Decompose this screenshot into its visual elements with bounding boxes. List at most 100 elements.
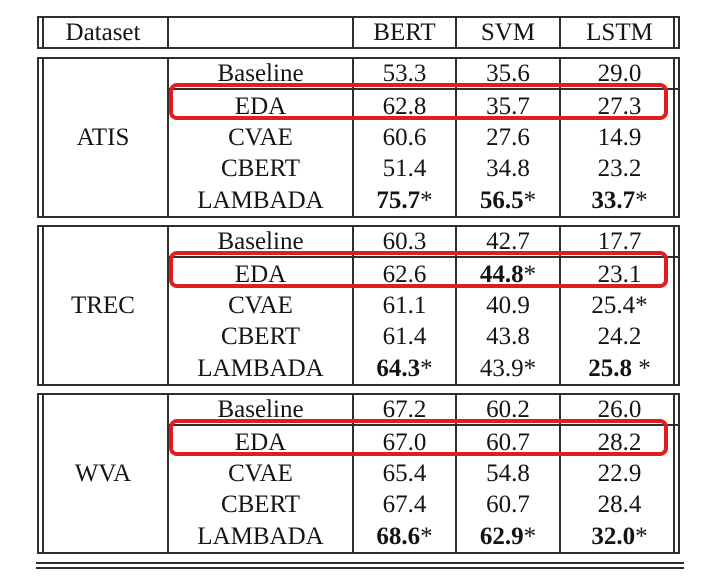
value-text: 22.9 (597, 459, 642, 487)
value-cell: 23.1 (559, 258, 678, 290)
value-cell: 67.4 (352, 489, 455, 521)
value-text: 27.6 (486, 123, 530, 151)
method-label: CBERT (167, 321, 352, 353)
value-cell: 32.0 * (559, 520, 678, 552)
value-cell: 42.7 (455, 227, 559, 259)
value-cell: 22.9 (559, 457, 678, 490)
results-table: Dataset BERT SVM LSTM ATIS Baseline 53.3 35… (36, 16, 684, 572)
value-cell: 35.7 (455, 90, 559, 122)
value-cell: 27.6 (455, 121, 559, 154)
double-rule-left-line (42, 59, 44, 216)
method-label: CVAE (167, 121, 352, 154)
value-text: 67.0 (382, 428, 427, 456)
value-cell: 75.7 * (352, 184, 455, 216)
header-col-bert: BERT (352, 18, 455, 47)
value-text: 23.2 (597, 155, 642, 183)
value-text: 51.4 (382, 155, 427, 183)
value-text: 28.2 (597, 428, 642, 456)
header-col-svm: SVM (455, 18, 559, 47)
double-rule-right-line (673, 18, 675, 47)
value-text: 68.6 (376, 522, 421, 550)
eda-highlight-box (169, 419, 668, 457)
value-text: 17.7 (597, 228, 642, 256)
method-label: EDA (167, 258, 352, 290)
method-label: CVAE (167, 457, 352, 490)
value-text: 43.9 (479, 354, 524, 382)
dataset-block-atis: ATIS Baseline 53.3 35.6 29.0 EDA 62.8 35.7 27.3 C… (37, 57, 680, 218)
method-label: EDA (167, 426, 352, 458)
value-text: 60.7 (486, 428, 530, 456)
bottom-double-rule-line (36, 562, 684, 564)
value-text: 60.7 (486, 491, 530, 519)
value-text: 60.6 (382, 123, 427, 151)
value-cell: 24.2 (559, 321, 678, 353)
method-label: LAMBADA (167, 520, 352, 552)
value-text: 34.8 (486, 155, 530, 183)
asterisk-suffix: * (635, 291, 648, 319)
value-text: 60.2 (486, 396, 530, 424)
value-text: 75.7 (376, 186, 421, 214)
asterisk-suffix: * (420, 186, 433, 214)
value-text: 43.8 (486, 323, 530, 351)
value-text: 23.1 (597, 260, 642, 288)
value-text: 25.8 (588, 354, 632, 382)
value-text: 62.8 (382, 92, 427, 120)
asterisk-suffix: * (523, 186, 537, 214)
method-label: Baseline (167, 59, 352, 91)
value-text: 62.6 (382, 260, 427, 288)
value-text: 42.7 (486, 228, 530, 256)
method-label: CBERT (167, 153, 352, 185)
method-label: Baseline (167, 395, 352, 427)
asterisk-suffix: * (523, 354, 537, 382)
value-cell: 67.0 (352, 426, 455, 458)
value-text: 35.7 (486, 92, 530, 120)
method-label: CVAE (167, 289, 352, 322)
value-text: 61.4 (382, 323, 427, 351)
value-cell: 34.8 (455, 153, 559, 185)
asterisk-suffix: * (420, 522, 433, 550)
value-text: 56.5 (479, 186, 524, 214)
asterisk-suffix: * (632, 354, 651, 382)
value-cell: 62.6 (352, 258, 455, 290)
value-text: 25.4 (591, 291, 636, 319)
value-cell: 44.8 * (455, 258, 559, 290)
value-cell: 17.7 (559, 227, 678, 259)
double-rule-left-line (42, 227, 44, 384)
value-text: 40.9 (486, 291, 530, 319)
value-cell: 26.0 (559, 395, 678, 427)
value-cell: 61.1 (352, 289, 455, 322)
value-text: 29.0 (597, 60, 642, 88)
value-cell: 60.3 (352, 227, 455, 259)
double-rule-right-line (673, 227, 675, 384)
value-cell: 43.9 * (455, 352, 559, 384)
value-cell: 67.2 (352, 395, 455, 427)
value-text: 33.7 (591, 186, 636, 214)
value-cell: 43.8 (455, 321, 559, 353)
value-text: 61.1 (382, 291, 427, 319)
value-cell: 25.4 * (559, 289, 678, 322)
value-cell: 27.3 (559, 90, 678, 122)
value-text: 28.4 (597, 491, 642, 519)
double-rule-right-line (673, 395, 675, 552)
value-text: 35.6 (486, 60, 530, 88)
value-text: 54.8 (486, 459, 530, 487)
value-text: 67.4 (382, 491, 427, 519)
value-text: 27.3 (597, 92, 642, 120)
header-col-lstm: LSTM (559, 18, 678, 47)
value-cell: 28.4 (559, 489, 678, 521)
value-cell: 60.7 (455, 489, 559, 521)
value-cell: 28.2 (559, 426, 678, 458)
value-cell: 61.4 (352, 321, 455, 353)
double-rule-left-line (42, 395, 44, 552)
asterisk-suffix: * (635, 522, 648, 550)
value-text: 65.4 (382, 459, 427, 487)
value-cell: 40.9 (455, 289, 559, 322)
value-cell: 64.3 * (352, 352, 455, 384)
method-label: LAMBADA (167, 352, 352, 384)
dataset-label: ATIS (76, 123, 130, 151)
value-cell: 33.7 * (559, 184, 678, 216)
value-cell: 60.2 (455, 395, 559, 427)
bottom-double-rule-line (36, 567, 684, 569)
table-header: Dataset BERT SVM LSTM (37, 16, 680, 49)
asterisk-suffix: * (635, 186, 648, 214)
